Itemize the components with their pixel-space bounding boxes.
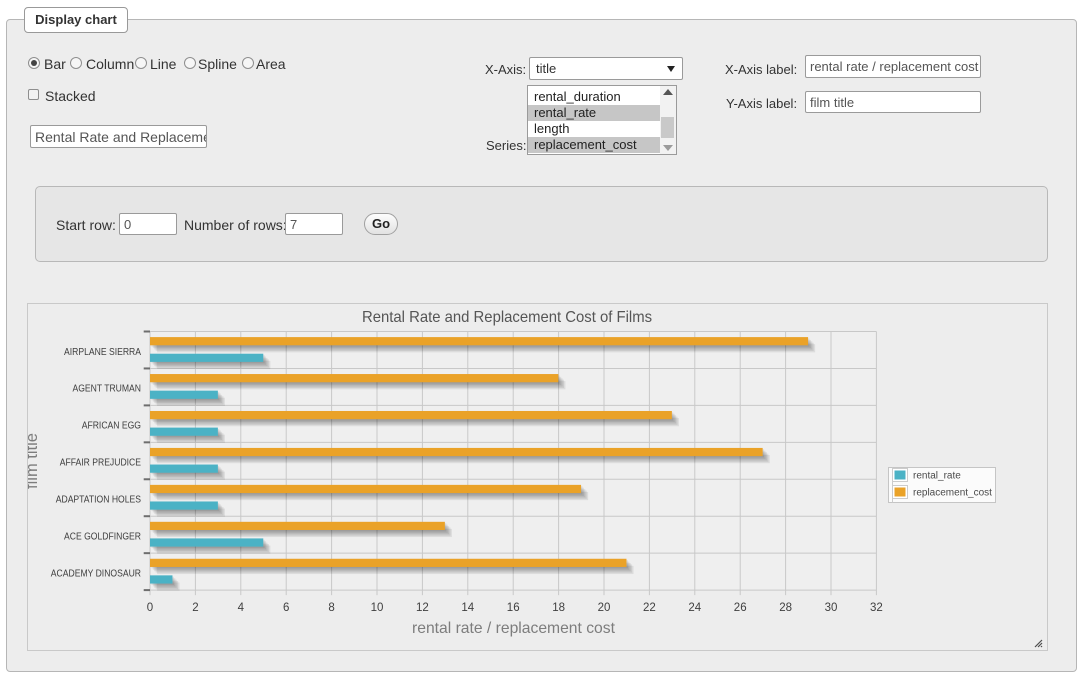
svg-text:film title: film title xyxy=(28,433,41,489)
svg-text:26: 26 xyxy=(734,602,747,614)
svg-text:16: 16 xyxy=(507,602,520,614)
svg-text:14: 14 xyxy=(461,602,474,614)
svg-text:AFFAIR PREJUDICE: AFFAIR PREJUDICE xyxy=(60,457,141,469)
svg-text:AFRICAN EGG: AFRICAN EGG xyxy=(82,420,141,432)
svg-text:12: 12 xyxy=(416,602,429,614)
svg-text:Rental Rate and Replacement Co: Rental Rate and Replacement Cost of Film… xyxy=(362,308,652,326)
svg-text:replacement_cost: replacement_cost xyxy=(913,487,992,498)
svg-text:22: 22 xyxy=(643,602,656,614)
svg-text:ADAPTATION HOLES: ADAPTATION HOLES xyxy=(56,494,141,506)
svg-text:32: 32 xyxy=(870,602,883,614)
svg-text:2: 2 xyxy=(192,602,198,614)
svg-text:24: 24 xyxy=(688,602,701,614)
svg-text:ACE GOLDFINGER: ACE GOLDFINGER xyxy=(64,531,141,543)
svg-text:6: 6 xyxy=(283,602,289,614)
svg-text:AIRPLANE SIERRA: AIRPLANE SIERRA xyxy=(64,346,142,358)
svg-text:4: 4 xyxy=(238,602,245,614)
svg-text:28: 28 xyxy=(779,602,792,614)
svg-text:rental_rate: rental_rate xyxy=(913,470,961,481)
svg-text:rental rate / replacement cost: rental rate / replacement cost xyxy=(412,620,616,637)
svg-text:0: 0 xyxy=(147,602,153,614)
svg-text:8: 8 xyxy=(328,602,334,614)
svg-text:18: 18 xyxy=(552,602,565,614)
svg-text:AGENT TRUMAN: AGENT TRUMAN xyxy=(72,383,141,395)
svg-text:10: 10 xyxy=(371,602,384,614)
svg-text:ACADEMY DINOSAUR: ACADEMY DINOSAUR xyxy=(51,568,141,580)
svg-text:20: 20 xyxy=(598,602,611,614)
svg-text:30: 30 xyxy=(825,602,838,614)
